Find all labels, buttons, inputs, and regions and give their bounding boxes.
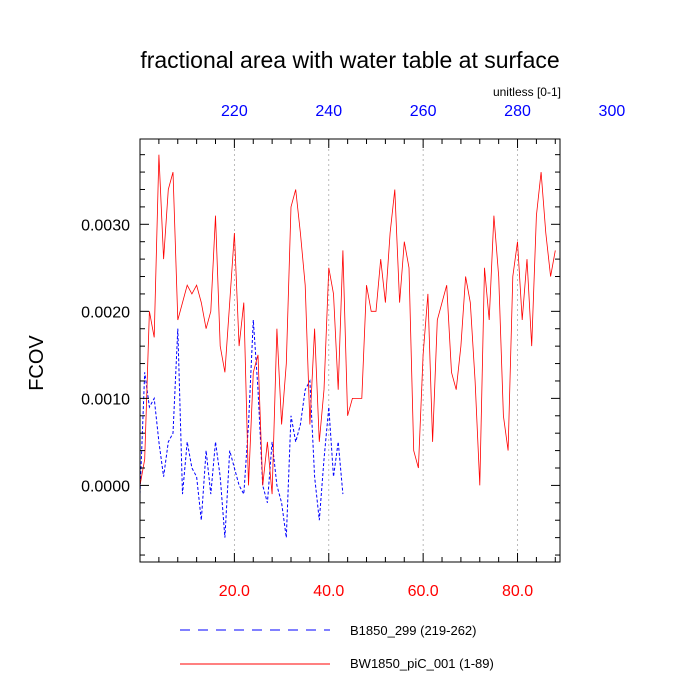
- legend-label-red: BW1850_piC_001 (1-89): [350, 656, 494, 671]
- axis-ticks: [140, 139, 560, 562]
- series-line-red: [139, 154, 556, 495]
- series-group: [139, 154, 556, 538]
- y-tick-label: 0.0030: [81, 217, 130, 234]
- axis-tick-labels: 0.0000 0.0010 0.0020 0.0030 20.0 40.0 60.0 80.0…: [81, 103, 625, 600]
- x-tick-label-top: 260: [410, 103, 437, 120]
- y-tick-label: 0.0020: [81, 304, 130, 321]
- x-tick-label-top: 280: [504, 103, 531, 120]
- x-tick-label-top: 220: [221, 103, 248, 120]
- y-tick-label: 0.0000: [81, 478, 130, 495]
- series-line-blue: [139, 319, 344, 538]
- x-tick-label-bottom: 40.0: [313, 583, 344, 600]
- y-axis-label: FCOV: [26, 335, 48, 391]
- x-tick-label-top: 240: [315, 103, 342, 120]
- plot-frame: [139, 138, 561, 563]
- units-label: unitless [0-1]: [493, 85, 561, 99]
- x-tick-label-bottom: 60.0: [408, 583, 439, 600]
- legend: B1850_299 (219-262) BW1850_piC_001 (1-89…: [180, 623, 494, 671]
- x-tick-label-top: 300: [599, 103, 626, 120]
- vertical-gridlines: [233, 139, 518, 562]
- chart-title: fractional area with water table at surf…: [140, 47, 559, 73]
- x-tick-label-bottom: 80.0: [502, 583, 533, 600]
- legend-label-blue: B1850_299 (219-262): [350, 623, 477, 638]
- y-tick-label: 0.0010: [81, 391, 130, 408]
- x-tick-label-bottom: 20.0: [219, 583, 250, 600]
